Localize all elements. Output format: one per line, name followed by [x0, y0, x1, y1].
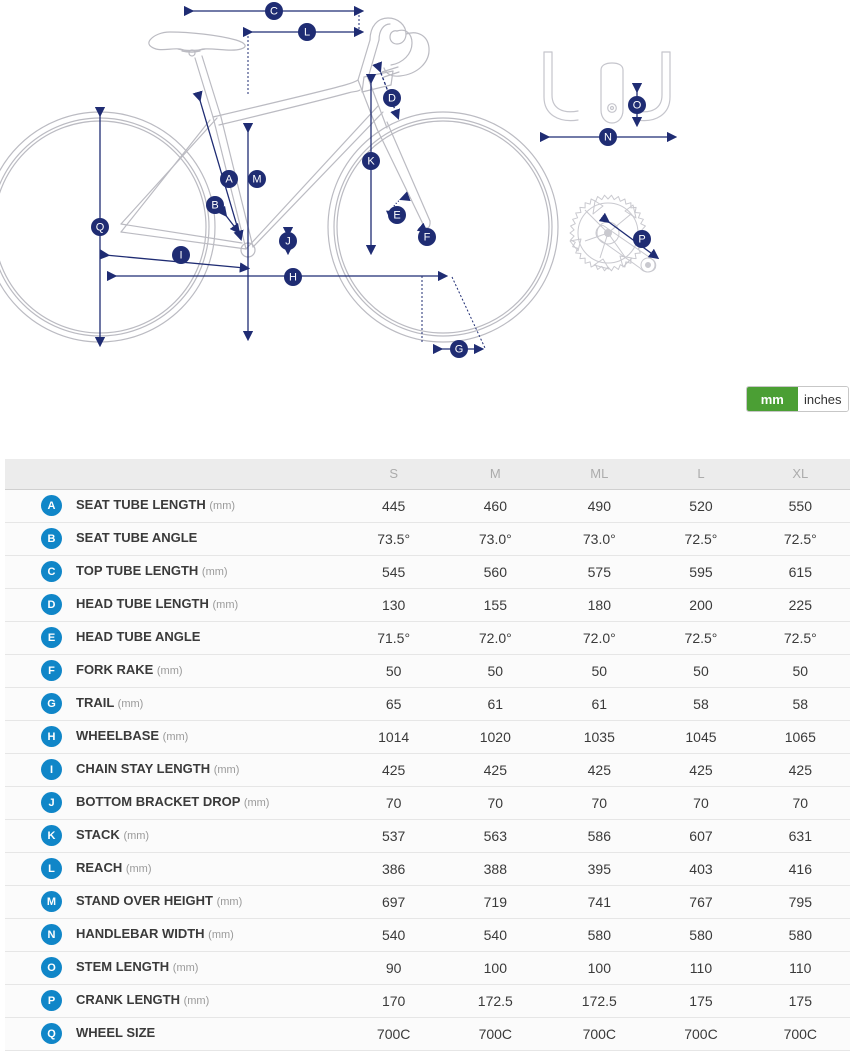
svg-text:P: P — [638, 234, 645, 246]
svg-text:D: D — [388, 93, 396, 105]
svg-text:F: F — [424, 232, 431, 244]
svg-text:L: L — [304, 27, 310, 39]
svg-text:G: G — [455, 344, 464, 356]
svg-text:Q: Q — [96, 222, 105, 234]
svg-text:K: K — [367, 156, 375, 168]
svg-text:J: J — [285, 236, 291, 248]
svg-text:O: O — [633, 100, 642, 112]
svg-text:M: M — [252, 174, 261, 186]
svg-text:A: A — [225, 174, 233, 186]
svg-text:B: B — [211, 200, 218, 212]
svg-text:I: I — [179, 250, 182, 262]
svg-text:N: N — [604, 132, 612, 144]
svg-text:E: E — [393, 210, 400, 222]
svg-text:C: C — [270, 6, 278, 18]
svg-text:H: H — [289, 272, 297, 284]
